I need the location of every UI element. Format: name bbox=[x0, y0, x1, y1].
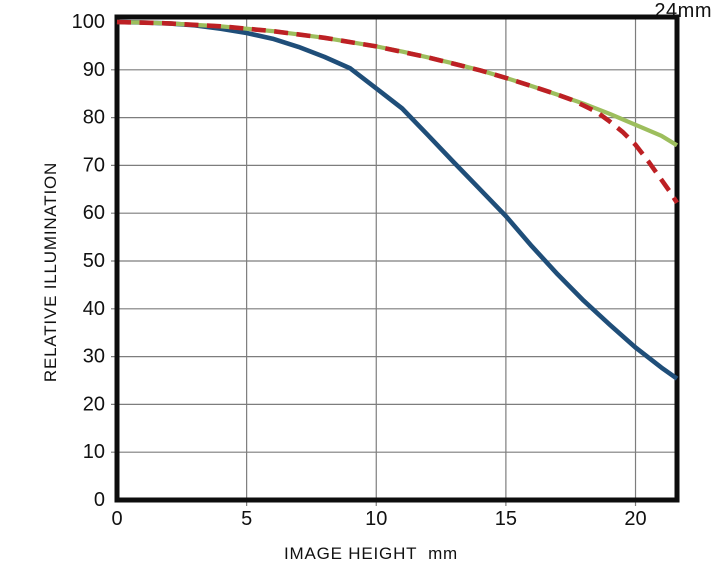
x-tick-label: 5 bbox=[241, 508, 252, 530]
x-tick-label: 15 bbox=[495, 508, 517, 530]
plot-frame bbox=[114, 14, 680, 503]
x-tick-label: 0 bbox=[111, 508, 122, 530]
y-tick-label: 10 bbox=[83, 441, 105, 463]
y-tick-label: 40 bbox=[83, 298, 105, 320]
x-tick-label: 20 bbox=[624, 508, 646, 530]
y-tick-label: 30 bbox=[83, 346, 105, 368]
y-tick-label: 20 bbox=[83, 393, 105, 415]
y-tick-label: 100 bbox=[72, 11, 105, 33]
y-tick-label: 0 bbox=[94, 489, 105, 511]
series-blue-solid bbox=[116, 19, 679, 381]
y-tick-label: 70 bbox=[83, 154, 105, 176]
y-tick-label: 50 bbox=[83, 250, 105, 272]
y-tick-label: 80 bbox=[83, 107, 105, 129]
x-tick-label: 10 bbox=[365, 508, 387, 530]
y-tick-label: 90 bbox=[83, 59, 105, 81]
y-tick-label: 60 bbox=[83, 202, 105, 224]
x-axis-title: IMAGE HEIGHT mm bbox=[284, 544, 458, 563]
series-red-dashed bbox=[116, 19, 679, 204]
series-green-solid bbox=[116, 19, 679, 148]
